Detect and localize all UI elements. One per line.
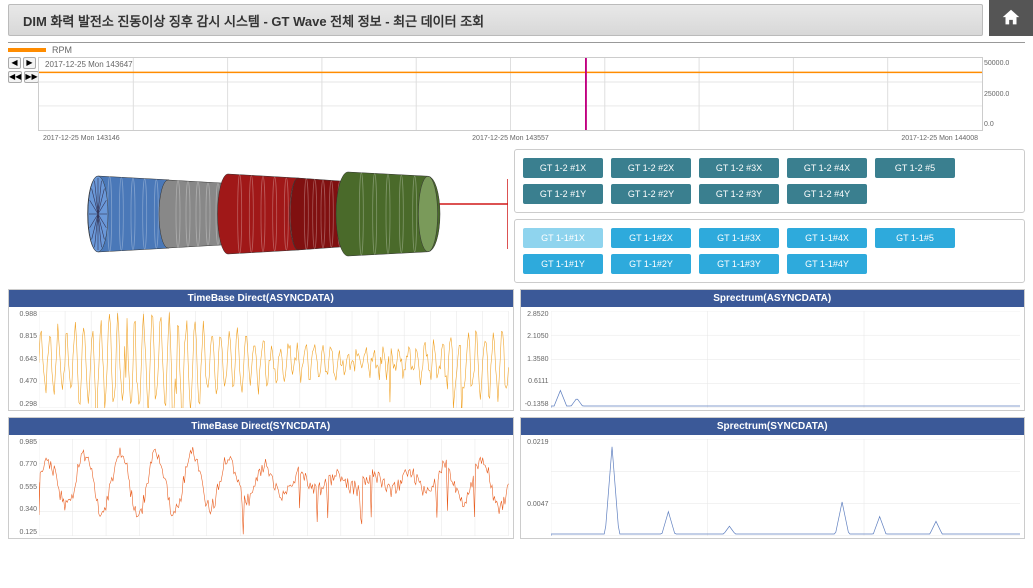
sensor-button[interactable]: GT 1-2 #1Y — [523, 184, 603, 204]
nav-fast-prev-button[interactable]: ◀◀ — [8, 71, 22, 83]
x-axis-labels — [551, 538, 1021, 539]
sensor-button[interactable]: GT 1-2 #4Y — [787, 184, 867, 204]
chart-title: TimeBase Direct(SYNCDATA) — [9, 418, 513, 435]
chart-plot-area[interactable]: 0.9850.7700.5550.3400.125 102030405060708… — [9, 435, 513, 539]
y-axis-labels: 0.9880.8150.6430.4700.298 — [9, 311, 37, 408]
sensor-button[interactable]: GT 1-2 #3Y — [699, 184, 779, 204]
chart-plot-area[interactable]: 0.9880.8150.6430.4700.298 501001502002503… — [9, 307, 513, 411]
home-icon — [1000, 7, 1022, 29]
y-axis-labels: 0.02190.0047 — [521, 439, 549, 536]
page-title-text: DIM 화력 발전소 진동이상 징후 감시 시스템 - GT Wave 전체 정… — [23, 11, 484, 30]
nav-next-button[interactable]: ▶ — [23, 57, 36, 69]
x-axis-labels: 5010015020025030035040045050055060065070… — [39, 410, 509, 411]
sensor-group-2: GT 1-1#1X GT 1-1#2X GT 1-1#3X GT 1-1#4X GT 1… — [514, 219, 1025, 283]
sensor-button[interactable]: GT 1-1#2Y — [611, 254, 691, 274]
rpm-y-axis-labels: 50000.0 25000.0 0.0 — [984, 58, 1022, 130]
chart-timebase-sync: TimeBase Direct(SYNCDATA) 0.9850.7700.55… — [8, 417, 514, 539]
y-axis-labels: 0.9850.7700.5550.3400.125 — [9, 439, 37, 536]
sensor-button[interactable]: GT 1-2 #4X — [787, 158, 867, 178]
sensor-button[interactable]: GT 1-1#5 — [875, 228, 955, 248]
nav-fast-next-button[interactable]: ▶▶ — [24, 71, 38, 83]
chart-plot-area[interactable]: 0.02190.0047 — [521, 435, 1025, 539]
y-axis-labels: 2.85202.10501.35800.6111-0.1358 — [521, 311, 549, 408]
sensor-button[interactable]: GT 1-1#3X — [699, 228, 779, 248]
rpm-x-axis-labels: 2017-12-25 Mon 143146 2017-12-25 Mon 143… — [39, 135, 982, 142]
chart-plot-area[interactable]: 2.85202.10501.35800.6111-0.1358 0.0HZ500.… — [521, 307, 1025, 411]
rpm-legend-label: RPM — [52, 45, 72, 55]
chart-title: Sprectrum(SYNCDATA) — [521, 418, 1025, 435]
chart-spectrum-sync: Sprectrum(SYNCDATA) 0.02190.0047 — [520, 417, 1026, 539]
sensor-button[interactable]: GT 1-1#3Y — [699, 254, 779, 274]
sensor-button[interactable]: GT 1-2 #2Y — [611, 184, 691, 204]
sensor-button[interactable]: GT 1-2 #3X — [699, 158, 779, 178]
rpm-current-timestamp: 2017-12-25 Mon 143647 — [45, 60, 133, 69]
x-axis-labels: 102030405060708090100110120130140150 — [39, 538, 509, 539]
sensor-button[interactable]: GT 1-2 #5 — [875, 158, 955, 178]
nav-prev-button[interactable]: ◀ — [8, 57, 21, 69]
sensor-group-1: GT 1-2 #1X GT 1-2 #2X GT 1-2 #3X GT 1-2 #4X… — [514, 149, 1025, 213]
chart-spectrum-async: Sprectrum(ASYNCDATA) 2.85202.10501.35800… — [520, 289, 1026, 411]
x-axis-labels: 0.0HZ500.0HZ1000.0HZ1500.0HZ — [551, 410, 1021, 411]
sensor-button[interactable]: GT 1-1#2X — [611, 228, 691, 248]
home-button[interactable] — [989, 0, 1033, 36]
sensor-button[interactable]: GT 1-2 #1X — [523, 158, 603, 178]
chart-title: TimeBase Direct(ASYNCDATA) — [9, 290, 513, 307]
rpm-legend-swatch — [8, 48, 46, 52]
chart-timebase-async: TimeBase Direct(ASYNCDATA) 0.9880.8150.6… — [8, 289, 514, 411]
rpm-timeline-chart[interactable]: 2017-12-25 Mon 143647 2017-12-25 Mon 143… — [38, 57, 983, 131]
turbine-diagram — [8, 149, 508, 279]
sensor-button[interactable]: GT 1-1#1Y — [523, 254, 603, 274]
sensor-button[interactable]: GT 1-1#4X — [787, 228, 867, 248]
sensor-button[interactable]: GT 1-1#4Y — [787, 254, 867, 274]
sensor-button[interactable]: GT 1-1#1X — [523, 228, 603, 248]
chart-title: Sprectrum(ASYNCDATA) — [521, 290, 1025, 307]
page-title: DIM 화력 발전소 진동이상 징후 감시 시스템 - GT Wave 전체 정… — [8, 4, 983, 36]
sensor-button[interactable]: GT 1-2 #2X — [611, 158, 691, 178]
timeline-nav-controls: ◀ ▶ ◀◀ ▶▶ — [8, 57, 36, 131]
header-divider — [8, 42, 1025, 43]
